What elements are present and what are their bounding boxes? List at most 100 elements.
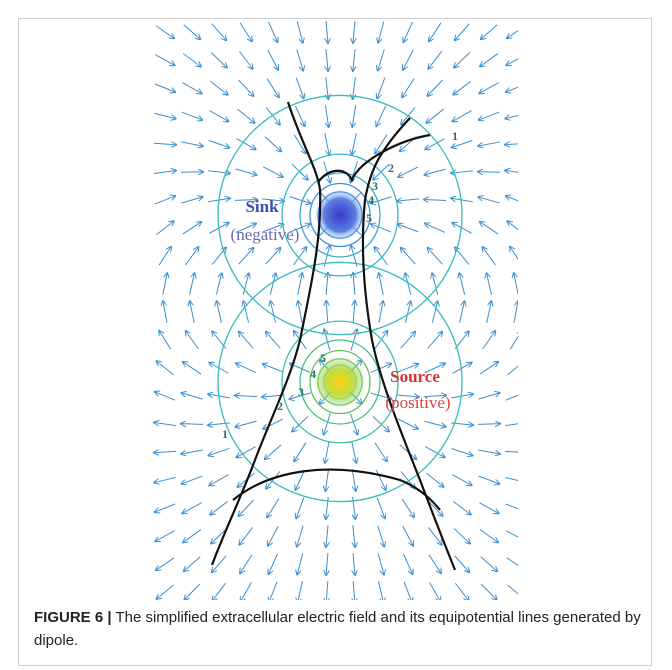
- field-arrow: [353, 49, 355, 71]
- field-arrow: [239, 248, 254, 264]
- field-arrow: [378, 21, 384, 42]
- field-arrow: [297, 49, 303, 70]
- field-arrow: [298, 273, 302, 295]
- sink-pole: [314, 189, 366, 241]
- field-arrow: [186, 331, 199, 349]
- field-arrow: [376, 106, 385, 126]
- field-arrow: [326, 49, 328, 71]
- field-arrow: [239, 51, 252, 69]
- field-arrow: [239, 527, 252, 544]
- field-arrow: [325, 441, 329, 463]
- field-arrow: [212, 24, 226, 41]
- field-arrow: [403, 22, 412, 42]
- field-arrow: [505, 422, 527, 425]
- field-arrow: [155, 531, 174, 542]
- field-arrow: [267, 499, 279, 518]
- field-arrow: [478, 450, 500, 454]
- field-arrow: [268, 526, 278, 545]
- field-arrow: [480, 222, 498, 234]
- field-arrow: [240, 23, 252, 41]
- field-arrow: [155, 504, 175, 512]
- field-arrow: [211, 52, 227, 67]
- field-arrow: [155, 84, 175, 92]
- field-arrow: [190, 301, 195, 323]
- field-arrow: [478, 172, 500, 173]
- field-arrow: [326, 525, 328, 547]
- field-arrow: [424, 169, 445, 175]
- field-arrow: [426, 473, 443, 487]
- contour-label: 3: [372, 179, 378, 193]
- field-arrow: [241, 582, 252, 600]
- sink-sublabel: (negative): [231, 225, 300, 244]
- field-arrow: [378, 581, 383, 600]
- field-arrow: [505, 170, 527, 173]
- field-arrow: [455, 556, 470, 572]
- field-arrow: [455, 583, 468, 600]
- field-arrow: [378, 553, 384, 574]
- field-arrow: [324, 414, 331, 435]
- field-arrow: [487, 301, 491, 323]
- field-arrow: [379, 273, 384, 295]
- field-arrow: [428, 248, 443, 264]
- field-arrow: [479, 83, 498, 94]
- sink-label: Sink: [245, 197, 279, 216]
- field-arrow: [405, 301, 410, 322]
- field-arrow: [376, 470, 385, 490]
- field-arrow: [481, 584, 496, 600]
- field-arrow: [505, 451, 527, 452]
- field-arrow: [155, 196, 175, 204]
- field-arrow: [483, 331, 496, 349]
- field-arrow: [379, 301, 383, 323]
- field-arrow: [184, 557, 201, 572]
- field-arrow: [210, 501, 227, 514]
- field-arrow: [325, 105, 328, 127]
- field-arrow: [351, 329, 357, 350]
- field-arrow: [403, 50, 413, 69]
- field-arrow: [181, 424, 203, 425]
- contour-label: 4: [310, 367, 316, 381]
- field-arrow: [181, 450, 203, 454]
- field-arrow: [377, 78, 385, 99]
- field-arrow: [424, 200, 446, 201]
- field-arrow: [268, 50, 278, 70]
- field-arrow: [353, 525, 355, 547]
- field-arrow: [480, 362, 498, 374]
- caption-text: The simplified extracellular electric fi…: [34, 609, 641, 649]
- field-arrow: [506, 504, 526, 512]
- field-arrow: [209, 111, 228, 122]
- field-arrow: [451, 198, 473, 202]
- field-arrow: [510, 247, 522, 265]
- field-arrow: [267, 79, 279, 98]
- field-arrow: [455, 331, 469, 348]
- field-arrow: [238, 109, 255, 123]
- field-arrow: [352, 469, 355, 491]
- field-arrow: [402, 79, 414, 98]
- field-arrow: [154, 171, 176, 174]
- field-arrow: [510, 331, 522, 350]
- field-arrow: [459, 273, 464, 294]
- field-arrow: [182, 503, 201, 514]
- field-arrow: [424, 421, 445, 427]
- field-arrow: [154, 451, 176, 452]
- field-arrow: [156, 558, 174, 570]
- field-arrow: [452, 448, 473, 455]
- field-arrow: [506, 392, 526, 400]
- field-arrow: [397, 199, 419, 201]
- field-arrow: [295, 106, 304, 126]
- field-arrow: [270, 301, 275, 322]
- field-arrow: [325, 469, 328, 491]
- field-arrow: [290, 197, 311, 204]
- page: 1234512345 Sink (negative) Source (posit…: [0, 0, 672, 670]
- field-arrow: [398, 419, 418, 429]
- field-arrow: [507, 585, 524, 599]
- field-arrow: [186, 247, 199, 265]
- field-arrow: [505, 477, 526, 482]
- field-arrow: [154, 113, 175, 118]
- field-arrow: [507, 558, 525, 570]
- field-arrow: [297, 525, 303, 546]
- field-arrow: [269, 582, 277, 600]
- field-arrow: [481, 557, 498, 571]
- field-arrow: [506, 55, 525, 66]
- field-arrow: [401, 248, 416, 264]
- field-arrow: [296, 498, 304, 519]
